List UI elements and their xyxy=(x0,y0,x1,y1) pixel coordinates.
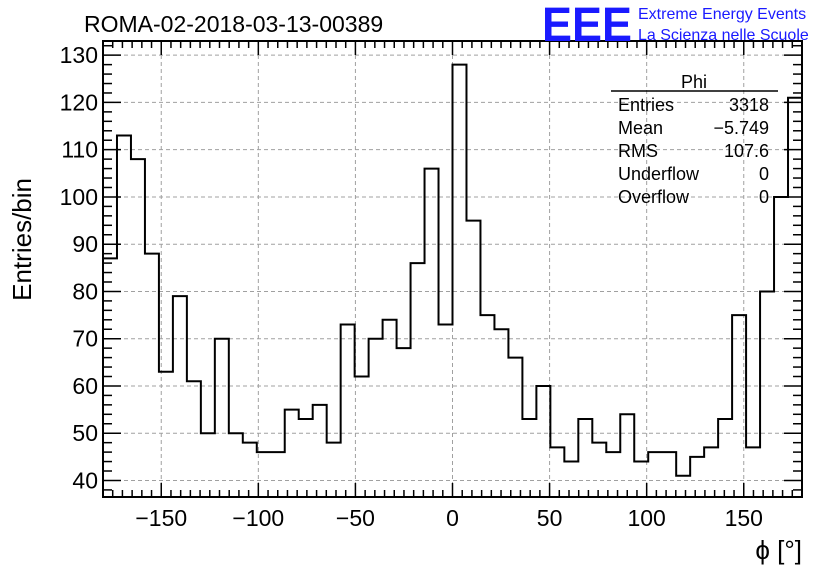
y-tick-label: 120 xyxy=(60,89,98,115)
x-axis-title: ϕ [°] xyxy=(755,535,802,565)
stats-row-value: −5.749 xyxy=(713,118,769,138)
x-tick-label: −150 xyxy=(135,505,187,531)
stats-row-label: Underflow xyxy=(618,164,700,184)
stats-row-value: 0 xyxy=(759,164,769,184)
stats-box: Phi Entries 3318 Mean −5.749 RMS 107.6 Underfl… xyxy=(611,72,778,207)
y-tick-label: 40 xyxy=(72,467,98,493)
y-tick-label: 90 xyxy=(72,231,98,257)
y-tick-label: 130 xyxy=(60,42,98,68)
y-tick-label: 100 xyxy=(60,184,98,210)
x-tick-label: 50 xyxy=(537,505,563,531)
stats-row-label: Overflow xyxy=(618,187,690,207)
y-tick-label: 80 xyxy=(72,278,98,304)
stats-row-value: 107.6 xyxy=(724,141,769,161)
logo-mark: EEE xyxy=(542,0,632,52)
stats-title: Phi xyxy=(681,72,707,92)
x-tick-label: 0 xyxy=(446,505,459,531)
x-tick-label: 100 xyxy=(627,505,665,531)
y-tick-label: 70 xyxy=(72,326,98,352)
histogram-series xyxy=(102,63,802,497)
eee-logo: EEE Extreme Energy Events La Scienza nel… xyxy=(542,0,809,52)
axis-ticks xyxy=(103,41,802,497)
stats-rows: Entries 3318 Mean −5.749 RMS 107.6 Underflow 0 O… xyxy=(618,95,769,207)
stats-row-value: 0 xyxy=(759,187,769,207)
stats-row-value: 3318 xyxy=(729,95,769,115)
tick-labels: −150 −100 −50 0 50 100 150 40 50 60 70 80 90 100 110 12… xyxy=(60,42,763,531)
stats-row-label: Entries xyxy=(618,95,674,115)
y-tick-label: 110 xyxy=(61,137,98,163)
y-tick-label: 50 xyxy=(72,420,98,446)
logo-line1: Extreme Energy Events xyxy=(638,6,806,23)
x-tick-label: −100 xyxy=(232,505,284,531)
y-tick-label: 60 xyxy=(72,373,98,399)
x-tick-label: 150 xyxy=(725,505,763,531)
y-axis-title: Entries/bin xyxy=(7,178,37,301)
x-tick-label: −50 xyxy=(336,505,375,531)
stats-row-label: RMS xyxy=(618,141,658,161)
stats-row-label: Mean xyxy=(618,118,663,138)
logo-line2: La Scienza nelle Scuole xyxy=(638,27,809,44)
chart-title: ROMA-02-2018-03-13-00389 xyxy=(84,11,383,37)
